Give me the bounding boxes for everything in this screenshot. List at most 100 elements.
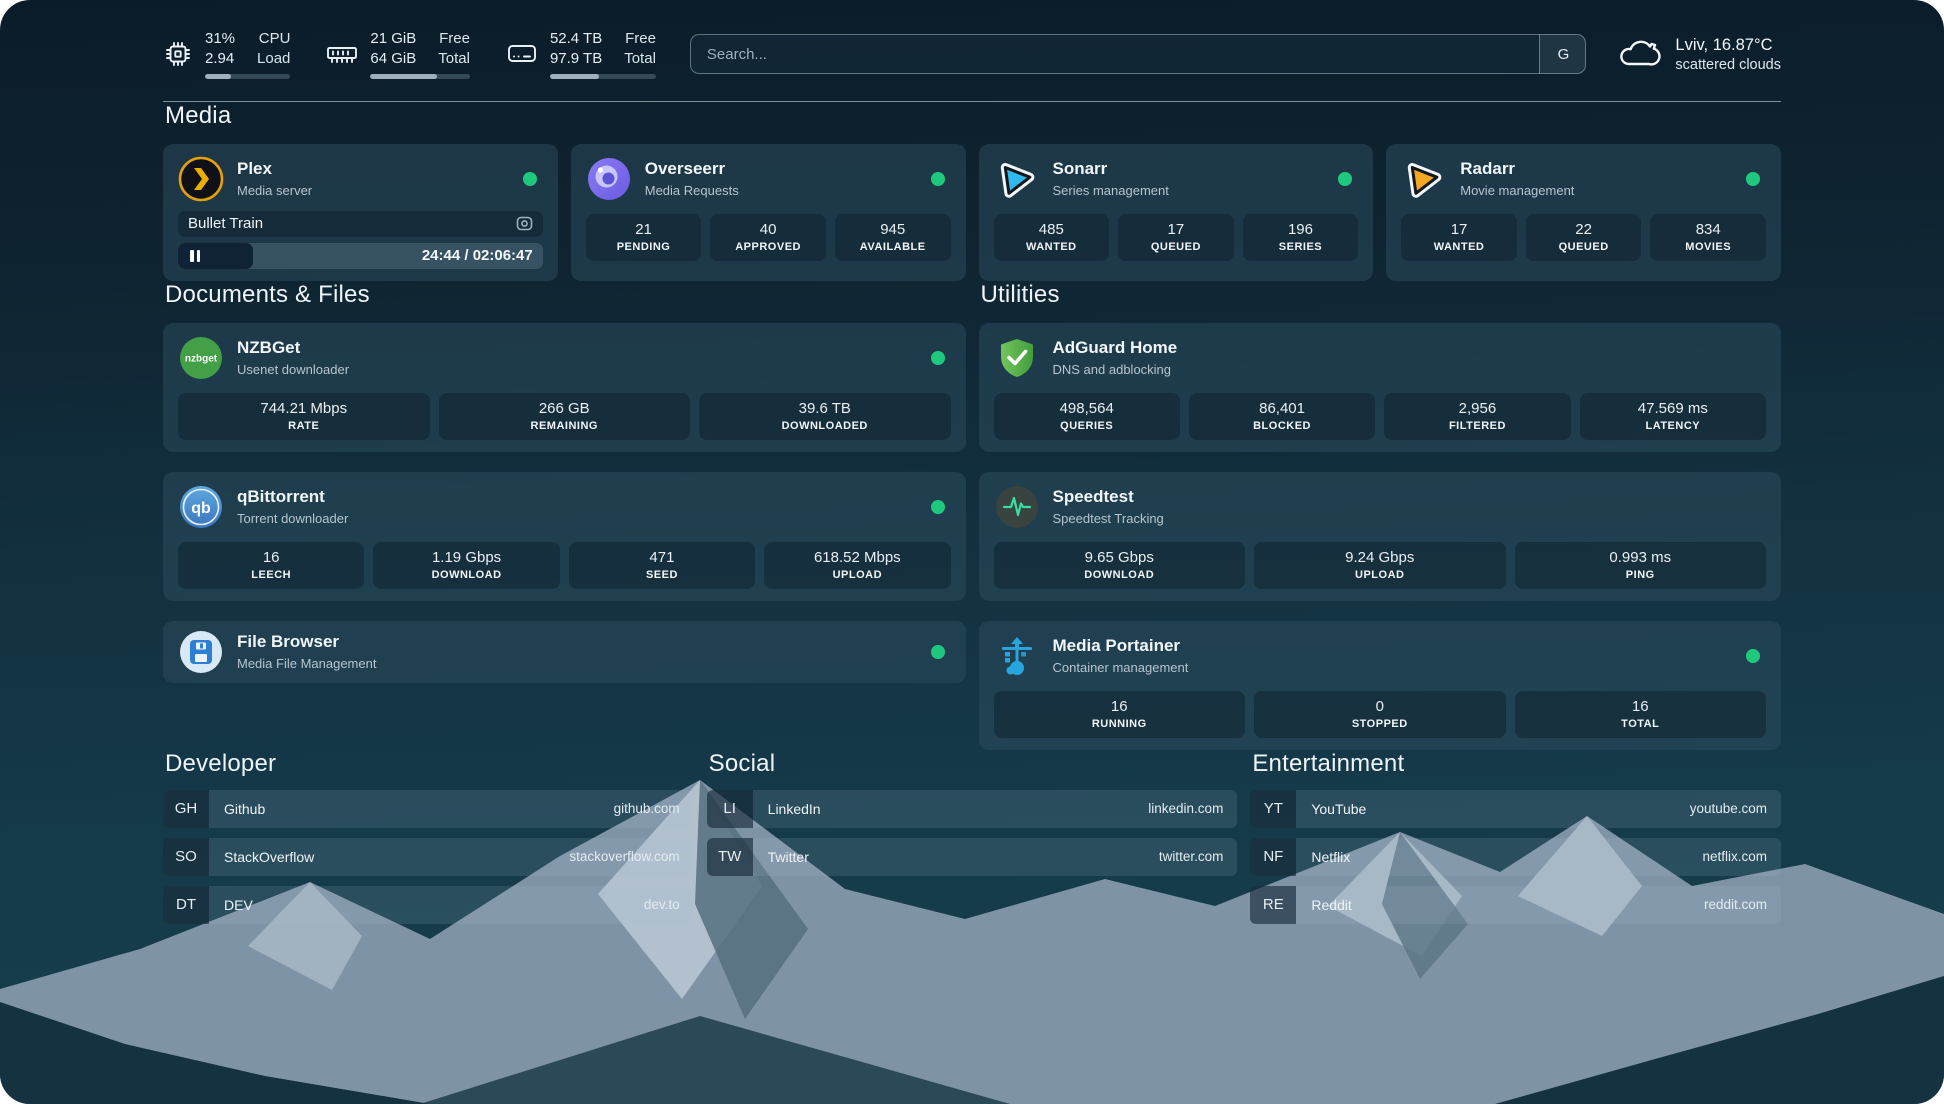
portainer-card[interactable]: Media Portainer Container management 16 R… xyxy=(978,620,1781,750)
pause-icon[interactable] xyxy=(190,249,200,262)
stat-box: 16 TOTAL xyxy=(1514,690,1766,738)
ram-total: 64 GiB xyxy=(370,49,417,67)
disk-free-label: Free xyxy=(625,30,656,47)
speedtest-card[interactable]: Speedtest Speedtest Tracking 9.65 Gbps DO… xyxy=(978,471,1781,601)
documents-column: Documents & Files nzbget NZBGet Usenet d xyxy=(163,281,966,750)
app-name: Radarr xyxy=(1460,159,1516,179)
cpu-icon xyxy=(163,39,193,69)
status-dot xyxy=(930,350,945,365)
mountain-wallpaper xyxy=(0,780,1944,1104)
app-desc: Media Requests xyxy=(644,182,739,198)
app-desc: Speedtest Tracking xyxy=(1052,510,1164,526)
stat-box: 22 QUEUED xyxy=(1525,213,1642,261)
bookmark-name: Netflix xyxy=(1311,848,1351,865)
filebrowser-card[interactable]: File Browser Media File Management xyxy=(163,620,966,683)
app-name: Speedtest xyxy=(1052,487,1134,507)
weather-widget: Lviv, 16.87°C scattered clouds xyxy=(1616,36,1781,73)
stat-box: 39.6 TB DOWNLOADED xyxy=(699,392,951,440)
stat-box: 2,956 FILTERED xyxy=(1384,392,1571,440)
stat-box: 498,564 QUERIES xyxy=(993,392,1180,440)
cpu-label: CPU xyxy=(258,30,291,47)
adguard-card[interactable]: AdGuard Home DNS and adblocking 498,564 Q… xyxy=(978,322,1781,452)
stat-box: 9.24 Gbps UPLOAD xyxy=(1254,541,1506,589)
cloud-icon xyxy=(1616,37,1662,71)
stat-box: 17 QUEUED xyxy=(1118,213,1234,261)
disk-progress-bar xyxy=(549,73,656,79)
app-desc: Media server xyxy=(237,182,313,198)
bookmark-url: reddit.com xyxy=(1703,897,1767,912)
bookmark-netflix[interactable]: NF Netflix netflix.com xyxy=(1250,837,1781,876)
stat-box: 266 GB REMAINING xyxy=(438,392,690,440)
disk-widget: 52.4 TB Free 97.9 TB Total xyxy=(506,30,656,79)
entertainment-column: Entertainment YT YouTube youtube.com NF … xyxy=(1250,750,1781,924)
overseerr-card[interactable]: Overseerr Media Requests 21 PENDING 40 APP… xyxy=(570,143,966,281)
search-bar: G xyxy=(689,34,1587,75)
bookmark-twitter[interactable]: TW Twitter twitter.com xyxy=(706,837,1238,876)
ram-free: 21 GiB xyxy=(370,30,417,47)
stat-box: 834 MOVIES xyxy=(1650,213,1766,261)
bookmark-dev[interactable]: DT DEV dev.to xyxy=(163,885,694,924)
ram-icon xyxy=(326,41,358,67)
stat-box: 0 STOPPED xyxy=(1254,690,1506,738)
cpu-percent: 31% xyxy=(205,30,236,47)
search-engine-button[interactable]: G xyxy=(1539,34,1587,75)
bookmark-abbr: SO xyxy=(163,837,209,876)
section-title-developer: Developer xyxy=(165,749,277,777)
bookmark-url: netflix.com xyxy=(1702,849,1767,864)
social-column: Social LI LinkedIn linkedin.com TW Twitt… xyxy=(706,749,1238,924)
radarr-card[interactable]: Radarr Movie management 17 WANTED 22 QUEUE… xyxy=(1386,143,1781,281)
bookmark-name: DEV xyxy=(224,896,253,913)
nzbget-icon: nzbget xyxy=(178,335,224,381)
cpu-progress-bar xyxy=(205,73,291,79)
bookmark-url: dev.to xyxy=(643,897,680,912)
header-divider xyxy=(163,100,1781,102)
ram-progress-bar xyxy=(370,73,470,79)
app-desc: Media File Management xyxy=(237,655,377,671)
qbittorrent-icon: qb xyxy=(178,484,224,530)
plex-card[interactable]: Plex Media server Bullet Train xyxy=(163,143,558,281)
app-name: Overseerr xyxy=(644,159,726,179)
qbittorrent-card[interactable]: qb qBittorrent Torrent downloader 16 LEEC… xyxy=(163,471,966,601)
bookmark-abbr: GH xyxy=(163,789,209,828)
bookmark-linkedin[interactable]: LI LinkedIn linkedin.com xyxy=(706,789,1238,828)
app-desc: Usenet downloader xyxy=(237,361,350,377)
app-name: Media Portainer xyxy=(1052,636,1181,656)
bookmark-github[interactable]: GH Github github.com xyxy=(163,789,694,828)
section-title-social: Social xyxy=(708,749,776,777)
stat-box: 1.19 Gbps DOWNLOAD xyxy=(373,541,560,589)
search-input[interactable] xyxy=(689,34,1587,75)
bookmark-youtube[interactable]: YT YouTube youtube.com xyxy=(1250,789,1781,828)
app-desc: Movie management xyxy=(1460,182,1575,198)
app-name: AdGuard Home xyxy=(1052,338,1178,358)
status-dot xyxy=(1746,648,1760,663)
disk-total: 97.9 TB xyxy=(549,49,603,67)
status-dot xyxy=(522,171,537,186)
cpu-widget: 31% CPU 2.94 Load xyxy=(163,30,291,79)
system-stats: 31% CPU 2.94 Load xyxy=(163,30,656,79)
stat-box: 86,401 BLOCKED xyxy=(1188,392,1376,440)
bookmarks-grid: Developer GH Github github.com SO StackO… xyxy=(163,750,1781,924)
stat-box: 9.65 Gbps DOWNLOAD xyxy=(993,541,1245,589)
status-dot xyxy=(1746,171,1760,186)
bookmark-url: linkedin.com xyxy=(1148,801,1224,816)
bookmark-name: Twitter xyxy=(767,848,809,865)
section-title-entertainment: Entertainment xyxy=(1252,749,1405,777)
plex-session-row: Bullet Train xyxy=(178,210,543,237)
stat-box: 21 PENDING xyxy=(585,213,702,261)
bookmark-abbr: YT xyxy=(1250,789,1297,828)
bookmark-name: LinkedIn xyxy=(767,800,821,817)
stat-box: 196 SERIES xyxy=(1242,213,1359,261)
plex-icon xyxy=(178,156,224,202)
bookmark-abbr: TW xyxy=(706,837,753,876)
bookmark-reddit[interactable]: RE Reddit reddit.com xyxy=(1250,885,1781,924)
bookmark-stackoverflow[interactable]: SO StackOverflow stackoverflow.com xyxy=(163,837,694,876)
speedtest-icon xyxy=(994,484,1040,530)
playback-time: 24:44 / 02:06:47 xyxy=(421,247,533,264)
svg-text:qb: qb xyxy=(191,500,211,517)
sonarr-card[interactable]: Sonarr Series management 485 WANTED 17 QUE… xyxy=(978,143,1374,281)
status-dot xyxy=(930,499,945,514)
utilities-column: Utilities AdGuard xyxy=(978,281,1781,750)
nzbget-card[interactable]: nzbget NZBGet Usenet downloader 744.21 M… xyxy=(163,322,966,452)
status-dot xyxy=(1338,171,1353,186)
